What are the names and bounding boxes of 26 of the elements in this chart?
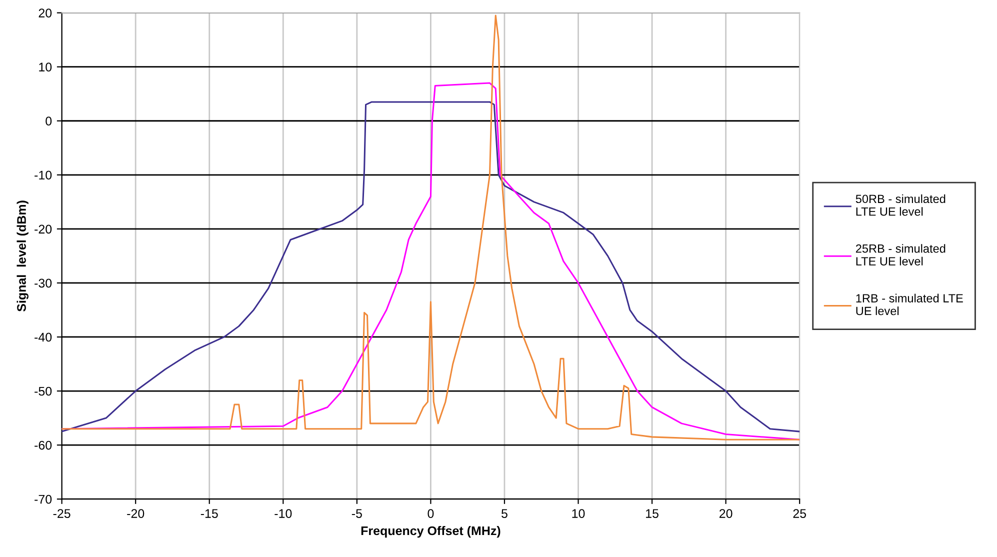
y-tick-label: -10	[34, 170, 52, 180]
y-tick-label: 0	[46, 116, 52, 126]
legend-label: 1RB - simulated LTE UE level	[856, 294, 963, 316]
x-tick-label: -5	[352, 509, 362, 518]
y-tick-label: -20	[34, 224, 52, 234]
x-tick-label: 0	[428, 509, 434, 518]
x-tick-label: 20	[719, 509, 732, 518]
x-axis-title: Frequency Offset (MHz)	[361, 526, 500, 538]
y-tick-label: -60	[34, 440, 52, 450]
y-tick-label: -30	[34, 278, 52, 288]
y-tick-label: -40	[34, 332, 52, 342]
y-tick-label: 20	[38, 8, 52, 18]
legend-label: 50RB - simulated LTE UE level	[856, 194, 946, 216]
x-tick-label: -20	[127, 509, 144, 518]
x-tick-label: -10	[274, 509, 292, 518]
y-tick-label: -70	[34, 494, 52, 504]
y-tick-label: -50	[34, 386, 52, 396]
y-axis-title: Signal level (dBm)	[16, 200, 28, 312]
legend-label: 25RB - simulated LTE UE level	[856, 244, 946, 266]
x-tick-label: 5	[502, 509, 508, 518]
x-tick-label: -25	[53, 509, 70, 518]
x-tick-label: -15	[200, 509, 218, 518]
x-tick-label: 25	[793, 509, 806, 518]
x-tick-label: 10	[572, 509, 585, 518]
x-tick-label: 15	[646, 509, 658, 518]
y-tick-label: 10	[39, 62, 52, 72]
